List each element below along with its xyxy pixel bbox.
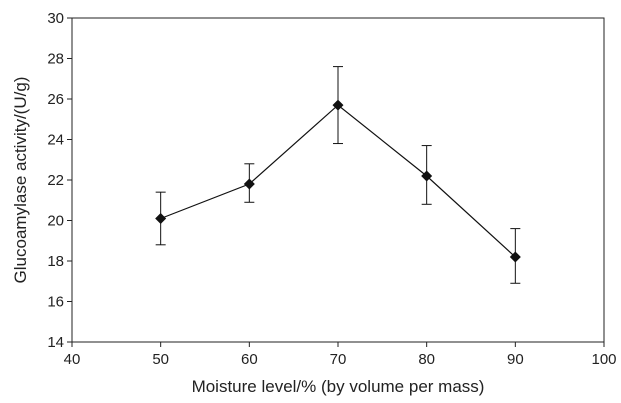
x-tick-label: 40 bbox=[64, 351, 81, 368]
x-tick-label: 80 bbox=[418, 351, 435, 368]
data-point-marker bbox=[155, 212, 167, 224]
y-tick-label: 30 bbox=[47, 10, 64, 27]
data-point-marker bbox=[509, 251, 521, 263]
x-axis-title: Moisture level/% (by volume per mass) bbox=[192, 377, 485, 396]
data-point-marker bbox=[421, 170, 433, 182]
series-layer bbox=[155, 66, 521, 284]
y-tick-label: 18 bbox=[47, 253, 64, 270]
data-point-marker bbox=[332, 99, 344, 111]
x-tick-label: 100 bbox=[591, 351, 616, 368]
x-tick-label: 70 bbox=[330, 351, 347, 368]
y-axis: 14 16 18 20 22 24 26 28 30 bbox=[47, 10, 72, 351]
y-tick-label: 16 bbox=[47, 294, 64, 311]
y-tick-label: 26 bbox=[47, 91, 64, 108]
y-tick-label: 14 bbox=[47, 334, 64, 351]
y-tick-label: 22 bbox=[47, 172, 64, 189]
data-point-marker bbox=[243, 178, 255, 190]
y-axis-title: Glucoamylase activity/(U/g) bbox=[11, 77, 30, 284]
y-tick-label: 28 bbox=[47, 51, 64, 68]
x-tick-label: 50 bbox=[152, 351, 169, 368]
x-axis: 40 50 60 70 80 90 100 bbox=[64, 342, 617, 368]
y-tick-label: 24 bbox=[47, 132, 64, 149]
x-tick-label: 90 bbox=[507, 351, 524, 368]
x-tick-label: 60 bbox=[241, 351, 258, 368]
y-tick-label: 20 bbox=[47, 213, 64, 230]
